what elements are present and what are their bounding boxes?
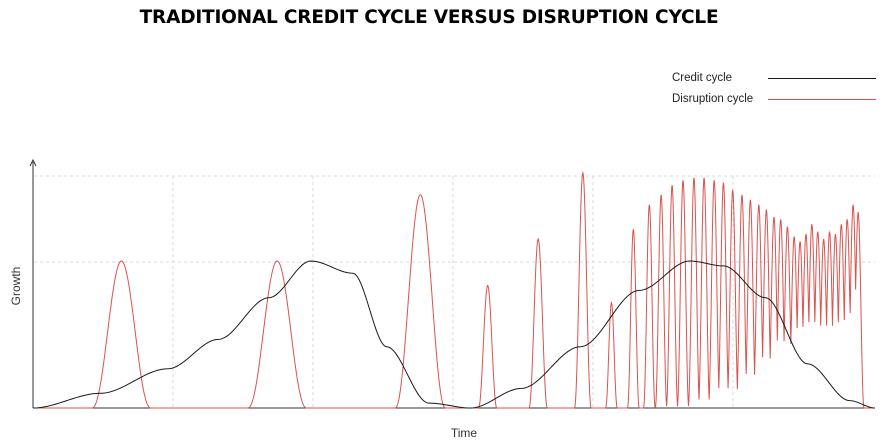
- legend-label-disruption-cycle: Disruption cycle: [672, 93, 754, 105]
- chart-title: TRADITIONAL CREDIT CYCLE VERSUS DISRUPTI…: [139, 7, 719, 28]
- legend-label-credit-cycle: Credit cycle: [672, 72, 733, 84]
- y-axis-label: Growth: [9, 267, 23, 306]
- legend: Credit cycle Disruption cycle: [672, 70, 882, 112]
- gridlines: [34, 175, 875, 408]
- series-line-credit-cycle: [32, 260, 876, 409]
- legend-item-credit-cycle: Credit cycle: [672, 70, 882, 91]
- legend-item-disruption-cycle: Disruption cycle: [672, 91, 882, 112]
- x-axis-label: Time: [451, 426, 478, 440]
- y-axis-arrow: [29, 158, 37, 167]
- legend-swatch-credit-cycle: [768, 78, 876, 79]
- legend-swatch-disruption-cycle: [768, 99, 876, 100]
- series-line-disruption-cycle: [33, 170, 875, 409]
